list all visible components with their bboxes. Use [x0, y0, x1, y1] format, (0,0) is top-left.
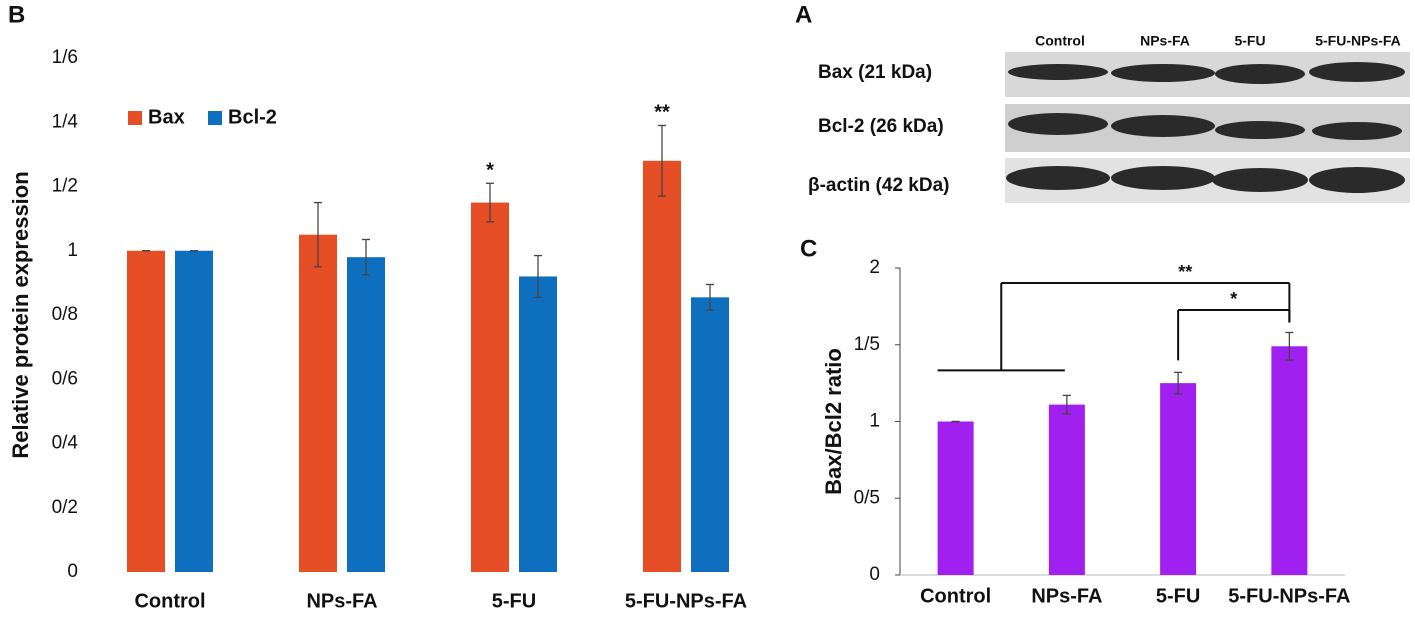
bar — [347, 257, 385, 572]
error-bar — [486, 182, 494, 223]
panel-label: A — [795, 1, 812, 28]
y-tick-label: 1/2 — [52, 176, 78, 197]
bar — [691, 297, 729, 572]
lane-label: 5-FU — [1234, 33, 1265, 49]
x-tick-label: Control — [134, 590, 205, 612]
y-tick-label: 0/2 — [52, 497, 78, 518]
x-tick-label: NPs-FA — [1031, 585, 1102, 607]
bar — [471, 202, 509, 572]
error-bar — [706, 283, 714, 311]
error-bar — [1174, 371, 1183, 395]
bar — [519, 276, 557, 572]
significance: ** — [654, 102, 670, 124]
protein-label: β-actin (42 kDa) — [808, 175, 949, 196]
bar — [299, 234, 337, 572]
legend-swatch — [128, 111, 142, 125]
y-tick-label: 0 — [869, 564, 880, 585]
bar — [1160, 383, 1197, 575]
y-tick-label: 1/6 — [52, 47, 78, 68]
x-tick-label: 5-FU — [1156, 585, 1200, 607]
bar — [175, 250, 213, 572]
panel-label: B — [8, 1, 25, 28]
protein-label: Bcl-2 (26 kDa) — [818, 116, 944, 137]
bar — [1271, 346, 1308, 575]
legend-label: Bcl-2 — [228, 106, 277, 128]
significance: * — [486, 160, 494, 182]
legend-swatch — [208, 111, 222, 125]
error-bar — [1285, 331, 1294, 361]
lane-label: Control — [1035, 33, 1085, 49]
lane-label: 5-FU-NPs-FA — [1315, 33, 1401, 49]
y-tick-label: 1 — [67, 240, 78, 261]
x-tick-label: 5-FU — [492, 590, 536, 612]
y-tick-label: 0 — [67, 561, 78, 582]
protein-label: Bax (21 kDa) — [818, 62, 932, 83]
y-tick-label: 0/6 — [52, 368, 78, 389]
y-axis-label: Relative protein expression — [8, 171, 33, 458]
error-bar — [534, 254, 542, 298]
x-tick-label: Control — [920, 585, 991, 607]
error-bar — [314, 201, 322, 268]
y-tick-label: 2 — [869, 257, 880, 278]
y-tick-label: 1/5 — [854, 334, 880, 355]
bar — [643, 160, 681, 573]
bracket-label: ** — [1178, 262, 1192, 282]
x-tick-label: NPs-FA — [306, 590, 377, 612]
lane-label: NPs-FA — [1140, 33, 1190, 49]
y-axis-label: Bax/Bcl2 ratio — [821, 348, 846, 495]
bar — [127, 250, 165, 572]
panel-label: C — [800, 235, 817, 262]
bracket-label: * — [1230, 289, 1237, 309]
y-tick-label: 0/8 — [52, 304, 78, 325]
y-tick-label: 1 — [869, 411, 880, 432]
y-tick-label: 0/5 — [854, 487, 880, 508]
error-bar — [362, 238, 370, 276]
error-bar — [1062, 394, 1071, 415]
bar — [937, 421, 974, 575]
bar — [1048, 404, 1085, 575]
blot-bands — [1006, 62, 1405, 193]
error-bar — [658, 124, 666, 197]
y-tick-label: 1/4 — [52, 111, 79, 132]
x-tick-label: 5-FU-NPs-FA — [1228, 585, 1350, 607]
x-tick-label: 5-FU-NPs-FA — [625, 590, 747, 612]
y-tick-label: 0/4 — [52, 433, 79, 454]
blot: A Control NPs-FA 5-FU 5-FU-NPs-FA Bax (2… — [795, 1, 1410, 203]
legend-label: Bax — [148, 106, 185, 128]
